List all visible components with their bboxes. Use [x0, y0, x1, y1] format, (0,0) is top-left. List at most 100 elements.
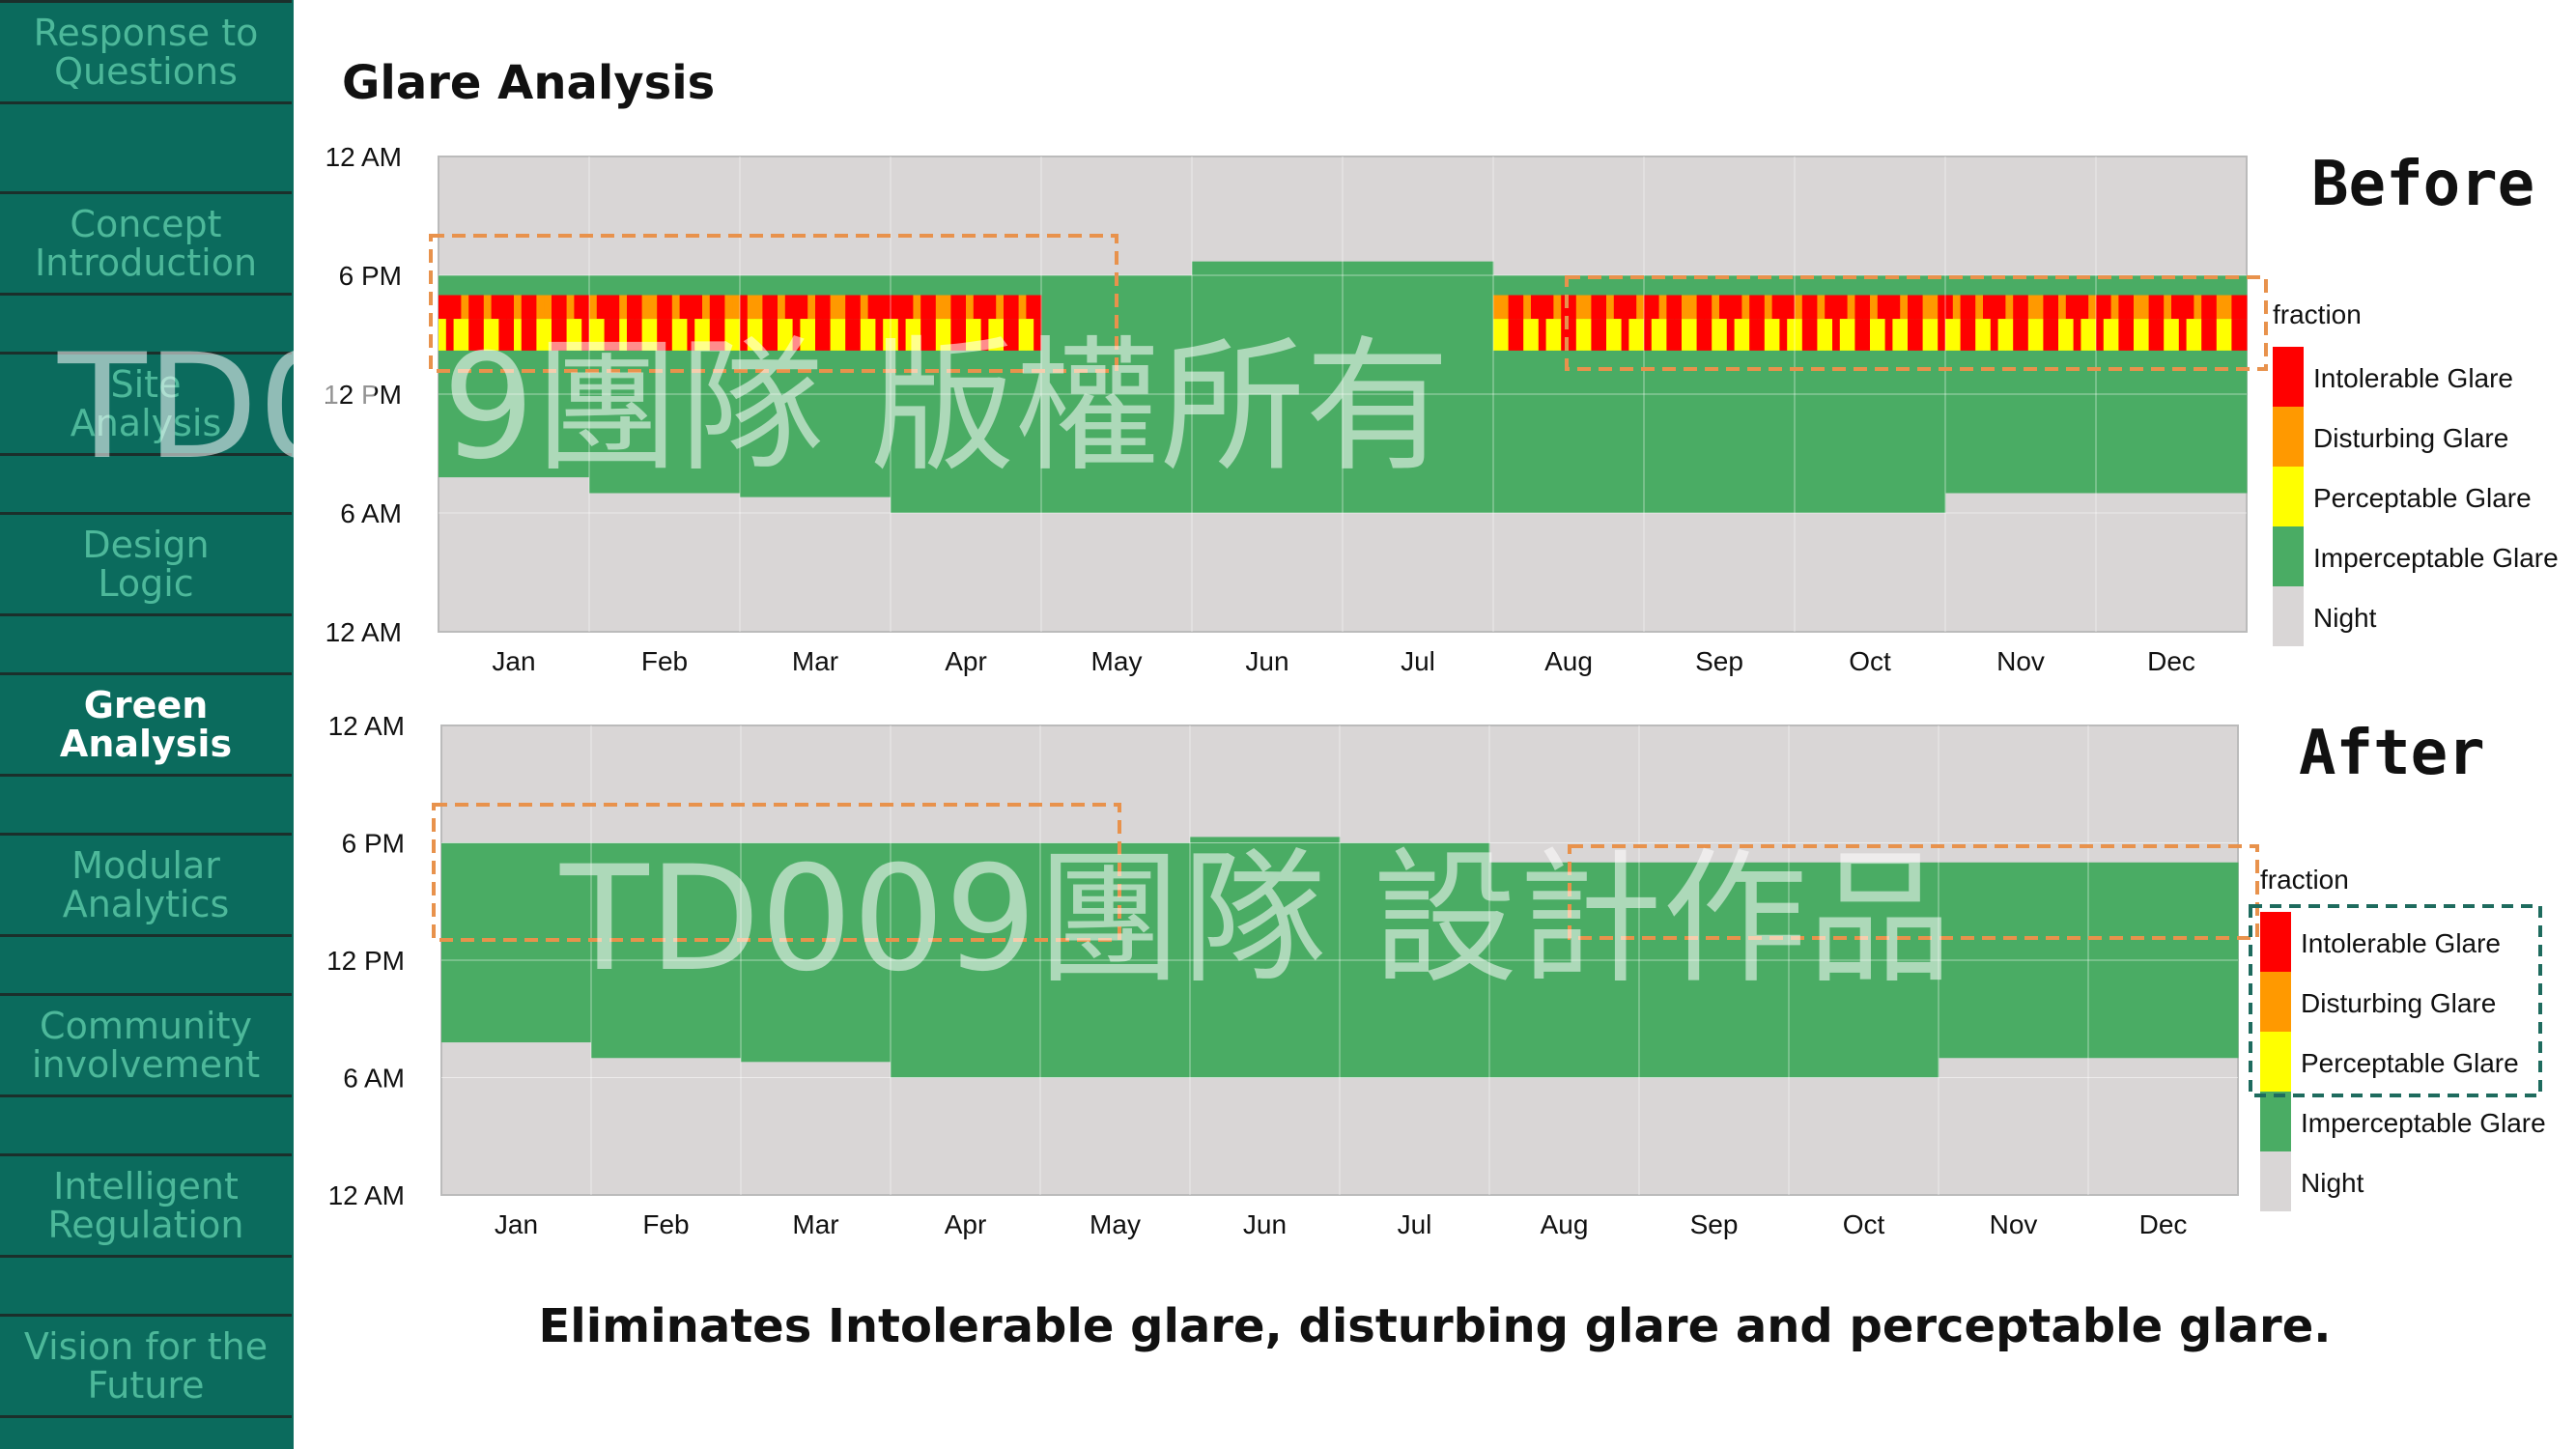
glare-cell [1990, 319, 1999, 351]
glare-cell [627, 319, 636, 351]
glare-cell [1628, 295, 1637, 320]
glare-cell [1712, 295, 1720, 320]
sidebar-item-modular-analytics[interactable]: Modular Analytics [0, 833, 292, 937]
glare-cell [1515, 295, 1524, 320]
glare-cell [1033, 319, 1042, 351]
x-tick-label: Jun [1245, 646, 1288, 676]
glare-cell [1908, 295, 1916, 320]
y-tick-label: 12 PM [324, 380, 402, 410]
glare-cell [891, 319, 899, 351]
glare-cell [1892, 319, 1901, 351]
glare-cell [950, 319, 959, 351]
legend-swatch [2260, 912, 2291, 972]
sidebar-item-design-logic[interactable]: Design Logic [0, 512, 292, 616]
legend-label: Intolerable Glare [2301, 928, 2501, 958]
glare-cell [1636, 319, 1645, 351]
glare-cell [1997, 295, 2006, 320]
glare-cell [1884, 319, 1893, 351]
legend-swatch [2260, 1151, 2291, 1211]
x-tick-label: Jan [492, 646, 535, 676]
sidebar-item-intelligent-regulation[interactable]: Intelligent Regulation [0, 1153, 292, 1258]
glare-cell [1666, 319, 1675, 351]
glare-cell [2126, 295, 2135, 320]
glare-cell [2164, 295, 2172, 320]
glare-cell [2088, 319, 2097, 351]
glare-cell [2058, 295, 2067, 320]
y-tick-label: 12 PM [326, 946, 405, 976]
glare-cell [1764, 295, 1773, 320]
sidebar-item-label: Intelligent Regulation [47, 1165, 244, 1246]
glare-cell [800, 319, 808, 351]
legend-highlight-box [2249, 904, 2542, 1097]
glare-cell [1682, 295, 1690, 320]
glare-cell [611, 319, 620, 351]
glare-cell [2065, 295, 2075, 320]
glare-cell [536, 319, 545, 351]
glare-cell [2110, 319, 2119, 351]
legend-title: fraction [2273, 299, 2362, 329]
legend-swatch [2273, 347, 2304, 407]
glare-cell [514, 319, 523, 351]
glare-cell [792, 295, 801, 320]
glare-cell [1757, 319, 1766, 351]
legend-swatch [2273, 467, 2304, 526]
glare-cell [1930, 319, 1939, 351]
glare-cell [2110, 295, 2119, 320]
glare-cell [1500, 319, 1510, 351]
glare-cell [1674, 295, 1683, 320]
legend-swatch [2260, 972, 2291, 1032]
page-title: Glare Analysis [342, 56, 716, 110]
glare-cell [2148, 295, 2157, 320]
glare-cell [1839, 295, 1849, 320]
glare-cell [2223, 295, 2232, 320]
glare-cell [2058, 319, 2067, 351]
glare-cell [807, 319, 816, 351]
sidebar-item-site-analysis[interactable]: Site Analysis [0, 352, 292, 456]
glare-cell [1877, 319, 1886, 351]
glare-cell [1628, 319, 1637, 351]
glare-cell [935, 319, 945, 351]
sidebar-item-vision-for-the-future[interactable]: Vision for the Future [0, 1314, 292, 1418]
daylight-cell [441, 842, 592, 1043]
glare-cell [1945, 295, 1954, 320]
sidebar-item-concept-introduction[interactable]: Concept Introduction [0, 191, 292, 296]
glare-cell [1741, 295, 1750, 320]
glare-cell [491, 295, 499, 320]
glare-cell [822, 295, 832, 320]
daylight-cell [1639, 862, 1790, 1078]
glare-cell [671, 319, 681, 351]
glare-cell [2239, 295, 2248, 320]
glare-cell [1583, 319, 1592, 351]
glare-cell [1018, 319, 1027, 351]
glare-cell [1734, 319, 1742, 351]
glare-cell [717, 295, 725, 320]
glare-cell [2194, 295, 2202, 320]
x-tick-label: Nov [1996, 646, 2045, 676]
sidebar-item-response-to-questions[interactable]: Response to Questions [0, 0, 292, 104]
sidebar-item-community-involvement[interactable]: Community involvement [0, 993, 292, 1097]
glare-cell [1026, 295, 1034, 320]
glare-cell [671, 295, 681, 320]
glare-cell [657, 295, 665, 320]
glare-cell [996, 295, 1005, 320]
y-tick-label: 6 PM [339, 261, 402, 291]
glare-cell [641, 295, 650, 320]
glare-cell [566, 295, 575, 320]
glare-cell [1749, 295, 1758, 320]
legend-swatch [2260, 1032, 2291, 1092]
glare-cell [1900, 295, 1909, 320]
glare-cell [2164, 319, 2172, 351]
x-tick-label: Feb [642, 1209, 689, 1239]
glare-cell [935, 295, 945, 320]
sidebar-item-green-analysis[interactable]: Green Analysis [0, 672, 292, 777]
glare-cell [800, 295, 808, 320]
glare-cell [762, 295, 771, 320]
highlight-box-right [1565, 275, 2268, 371]
glare-cell [2103, 295, 2112, 320]
glare-cell [1817, 295, 1826, 320]
glare-cell [1795, 295, 1803, 320]
x-tick-label: May [1090, 1209, 1141, 1239]
glare-cell [1779, 319, 1788, 351]
glare-cell [649, 295, 658, 320]
x-tick-label: Jul [1398, 1209, 1432, 1239]
